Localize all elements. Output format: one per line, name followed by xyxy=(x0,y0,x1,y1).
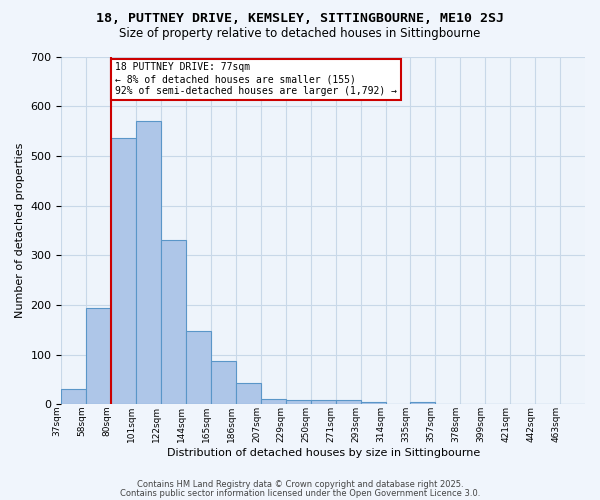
Bar xyxy=(236,384,261,404)
Bar xyxy=(261,398,286,404)
Bar xyxy=(161,240,186,404)
Y-axis label: Number of detached properties: Number of detached properties xyxy=(15,142,25,318)
Text: 18 PUTTNEY DRIVE: 77sqm
← 8% of detached houses are smaller (155)
92% of semi-de: 18 PUTTNEY DRIVE: 77sqm ← 8% of detached… xyxy=(115,62,397,96)
X-axis label: Distribution of detached houses by size in Sittingbourne: Distribution of detached houses by size … xyxy=(167,448,480,458)
Bar xyxy=(286,400,311,404)
Bar xyxy=(361,402,386,404)
Bar xyxy=(335,400,361,404)
Text: Contains HM Land Registry data © Crown copyright and database right 2025.: Contains HM Land Registry data © Crown c… xyxy=(137,480,463,489)
Bar xyxy=(86,308,111,404)
Bar xyxy=(111,138,136,404)
Text: Contains public sector information licensed under the Open Government Licence 3.: Contains public sector information licen… xyxy=(120,488,480,498)
Text: Size of property relative to detached houses in Sittingbourne: Size of property relative to detached ho… xyxy=(119,28,481,40)
Bar xyxy=(136,121,161,404)
Text: 18, PUTTNEY DRIVE, KEMSLEY, SITTINGBOURNE, ME10 2SJ: 18, PUTTNEY DRIVE, KEMSLEY, SITTINGBOURN… xyxy=(96,12,504,26)
Bar xyxy=(61,390,86,404)
Bar xyxy=(211,361,236,404)
Bar xyxy=(186,330,211,404)
Bar xyxy=(311,400,335,404)
Bar xyxy=(410,402,436,404)
